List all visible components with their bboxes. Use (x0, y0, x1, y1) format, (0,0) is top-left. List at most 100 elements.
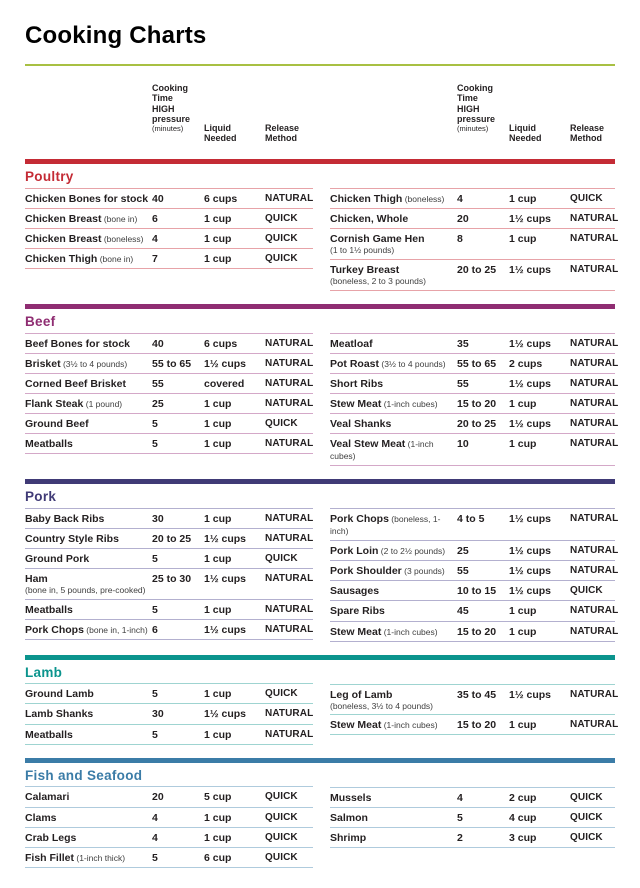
item-name: Calamari (25, 791, 70, 804)
liquid-needed-value: 1 cup (204, 252, 232, 265)
item-descriptor: (bone in, 5 pounds, pre-cooked) (25, 585, 146, 596)
section-table-right: Pork Chops (boneless, 1-inch) 4 to 5 1½ cu… (330, 508, 619, 642)
release-method-value: NATURAL (265, 728, 314, 740)
item-name: Flank Steak (25, 397, 84, 410)
table-row: Fish Fillet (1-inch thick) 5 6 cup QUICK (25, 846, 313, 867)
table-row: Country Style Ribs 20 to 25 1½ cups NATURAL (25, 528, 313, 548)
release-method-value: NATURAL (570, 625, 619, 637)
item-descriptor: (1-inch cubes) (381, 626, 438, 637)
cook-time-value: 30 (152, 512, 164, 525)
release-method-value: NATURAL (265, 624, 314, 636)
liquid-needed-value: 1½ cups (509, 545, 552, 558)
item-name-cell: Shrimp (330, 832, 457, 844)
liquid-needed-value: 6 cups (204, 337, 238, 350)
release-method-value: QUICK (265, 688, 298, 700)
item-name-cell: Ground Lamb (25, 688, 152, 700)
item-name: Mussels (330, 791, 372, 804)
cook-time-value: 40 (152, 192, 164, 205)
table-row: Stew Meat (1-inch cubes) 15 to 20 1 cup NAT… (330, 392, 618, 413)
section-bar (25, 757, 615, 763)
release-method-value: NATURAL (265, 573, 314, 585)
item-descriptor: (1-inch cubes) (381, 720, 438, 731)
liquid-needed-value: 1½ cups (509, 565, 552, 578)
liquid-needed-header: Liquid Needed (204, 122, 237, 144)
liquid-needed-value: 1 cup (509, 438, 537, 450)
table-row: Cornish Game Hen (1 to 1½ pounds) 8 1 cup NA… (330, 228, 619, 259)
item-name-cell: Mussels (330, 792, 457, 804)
page-title: Cooking Charts (25, 22, 207, 49)
release-method-value: QUICK (265, 791, 298, 803)
release-method-value: NATURAL (570, 233, 619, 245)
section-table-right: Chicken Thigh (boneless) 4 1 cup QUICK Chick… (330, 187, 619, 291)
item-name: Sausages (330, 585, 380, 598)
section-columns: Beef Beef Bones for stock 40 6 cups NATURAL B… (25, 309, 619, 467)
section-bar (25, 654, 615, 660)
item-name-cell: Short Ribs (330, 378, 457, 390)
section-lamb: Lamb Ground Lamb 5 1 cup QUICK Lamb Shanks 30 1… (25, 654, 618, 745)
table-row: Stew Meat (1-inch cubes) 15 to 20 1 cup NAT… (330, 620, 619, 641)
release-method-value: QUICK (265, 232, 298, 244)
item-descriptor: (bone in) (101, 213, 138, 224)
item-name-cell: Leg of Lamb (boneless, 3½ to 4 pounds) (330, 689, 457, 712)
liquid-needed-value: 2 cup (509, 791, 537, 804)
section-bar (25, 303, 615, 309)
release-method-value: QUICK (265, 831, 298, 843)
section-table-right: Leg of Lamb (boneless, 3½ to 4 pounds) 35 … (330, 683, 618, 736)
table-row: Brisket (3½ to 4 pounds) 55 to 65 1½ cups N… (25, 352, 313, 373)
table-row: Ground Beef 5 1 cup QUICK (25, 412, 313, 433)
liquid-needed-value: 1½ cups (509, 513, 552, 526)
cook-time-value: 35 to 45 (457, 688, 497, 701)
table-row: Meatloaf 35 1½ cups NATURAL (330, 332, 618, 353)
table-row: Chicken, Whole 20 1½ cups NATURAL (330, 207, 619, 228)
table-row: Beef Bones for stock 40 6 cups NATURAL (25, 332, 314, 353)
table-row: Leg of Lamb (boneless, 3½ to 4 pounds) 35 … (330, 683, 618, 715)
item-name-cell: Crab Legs (25, 832, 152, 844)
item-name: Stew Meat (330, 625, 382, 638)
release-method-value: NATURAL (570, 377, 619, 389)
table-row: Salmon 5 4 cup QUICK (330, 806, 615, 827)
item-name: Pork Chops (330, 513, 389, 526)
section-right-column: Chicken Thigh (boneless) 4 1 cup QUICK Chick… (330, 164, 619, 291)
section-right-column: Leg of Lamb (boneless, 3½ to 4 pounds) 35 … (330, 660, 618, 745)
liquid-needed-header: Liquid Needed (509, 122, 542, 144)
liquid-needed-value: 1½ cups (509, 585, 552, 598)
section-table-left: Baby Back Ribs 30 1 cup NATURAL Country Styl… (25, 507, 314, 641)
section-heading: Pork (25, 489, 57, 505)
cook-time-value: 15 to 20 (457, 397, 497, 410)
liquid-needed-value: 1 cup (204, 512, 232, 525)
liquid-needed-value: 1½ cups (509, 337, 552, 350)
liquid-needed-value: 5 cup (204, 791, 232, 804)
title-rule (25, 64, 615, 66)
cook-time-value: 6 (152, 212, 158, 225)
item-name-cell: Chicken Breast (boneless) (25, 233, 152, 245)
table-row: Ham (bone in, 5 pounds, pre-cooked) 25 to … (25, 568, 313, 599)
item-name-cell: Salmon (330, 812, 457, 824)
item-descriptor: (2 to 2½ pounds) (378, 546, 446, 557)
item-name: Chicken Bones for stock (25, 192, 149, 205)
table-row: Pork Loin (2 to 2½ pounds) 25 1½ cups NATUR… (330, 540, 618, 560)
item-name: Salmon (330, 811, 368, 824)
cook-time-value: 4 to 5 (457, 513, 485, 526)
release-method-value: NATURAL (265, 337, 314, 349)
liquid-needed-value: 1 cup (204, 212, 232, 225)
item-name: Clams (25, 811, 57, 824)
item-name: Cornish Game Hen (330, 233, 425, 246)
cooking-time-header-label: Cooking Time HIGH pressure (152, 82, 191, 125)
liquid-needed-value: 1 cup (509, 625, 537, 638)
release-method-value: NATURAL (570, 212, 619, 224)
item-name-cell: Pork Chops (bone in, 1-inch) (25, 624, 152, 636)
section-poultry: Poultry Chicken Bones for stock 40 6 cups NA… (25, 158, 619, 291)
item-name-cell: Chicken, Whole (330, 213, 457, 225)
table-row: Sausages 10 to 15 1½ cups QUICK (330, 580, 615, 600)
cook-time-value: 8 (457, 233, 463, 246)
column-headers: Cooking Time HIGH pressure (minutes) Liq… (25, 72, 615, 146)
release-method-value: QUICK (570, 831, 603, 843)
item-name-cell: Pork Shoulder (3 pounds) (330, 565, 457, 577)
item-name-cell: Chicken Breast (bone in) (25, 213, 152, 225)
item-name-cell: Fish Fillet (1-inch thick) (25, 852, 152, 864)
cook-time-value: 2 (457, 831, 463, 844)
cook-time-value: 5 (152, 728, 158, 741)
item-name: Chicken Breast (25, 212, 102, 225)
table-row: Chicken Thigh (bone in) 7 1 cup QUICK (25, 247, 313, 268)
release-method-value: NATURAL (265, 512, 314, 524)
